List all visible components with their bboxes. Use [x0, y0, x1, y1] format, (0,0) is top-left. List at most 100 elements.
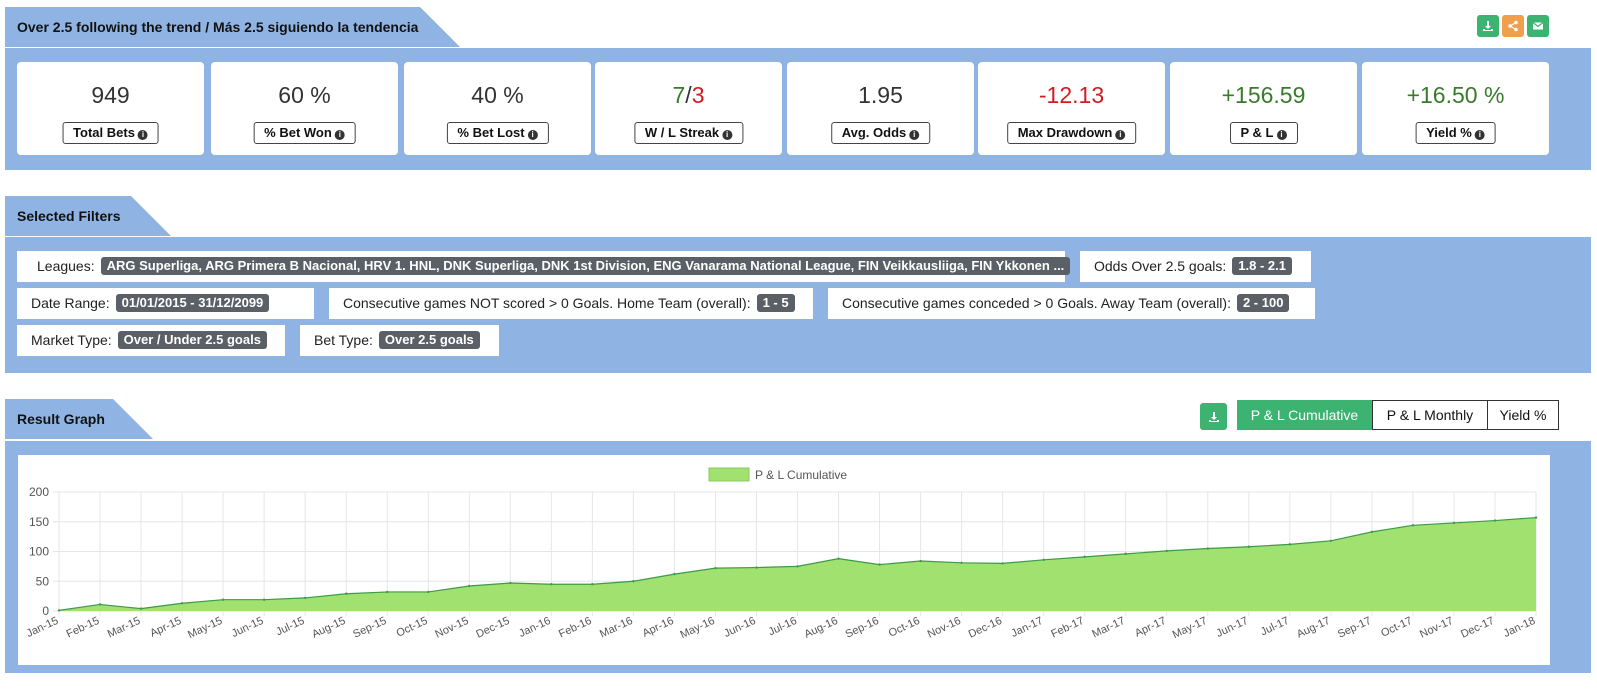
filter-label: Date Range: [31, 295, 110, 311]
download-icon [1483, 21, 1493, 31]
strategy-title: Over 2.5 following the trend / Más 2.5 s… [5, 7, 460, 47]
filter-label: Bet Type: [314, 332, 373, 348]
data-point [98, 603, 102, 606]
x-tick-label: Aug-17 [1295, 615, 1332, 641]
streak-loss: 3 [691, 82, 705, 108]
x-tick-label: Apr-15 [148, 615, 183, 640]
stat-label[interactable]: Total Bets i [62, 122, 159, 144]
data-point [139, 607, 143, 610]
stat-label[interactable]: Yield % i [1415, 122, 1496, 144]
stat-card-bet-won: 60 % % Bet Won i [211, 62, 398, 155]
x-tick-label: May-16 [678, 615, 716, 641]
x-tick-label: Jan-18 [1502, 615, 1538, 640]
info-icon: i [1276, 130, 1287, 140]
data-point [796, 565, 799, 568]
x-tick-label: Jul-15 [274, 615, 306, 639]
stat-card-streak: 7/3 W / L Streak i [595, 62, 782, 155]
legend-swatch [708, 467, 750, 482]
stat-value: 949 [91, 82, 130, 108]
tab-pl-monthly[interactable]: P & L Monthly [1372, 400, 1488, 430]
x-tick-label: Sep-17 [1336, 615, 1373, 641]
x-tick-label: Oct-17 [1379, 615, 1414, 640]
info-icon: i [1115, 130, 1126, 140]
data-point [468, 584, 471, 588]
data-point [878, 563, 881, 566]
filter-odds: Odds Over 2.5 goals: 1.8 - 2.1 [1080, 251, 1311, 282]
x-tick-label: Aug-16 [803, 615, 840, 641]
filter-value: 01/01/2015 - 31/12/2099 [115, 294, 270, 312]
data-point [1001, 562, 1004, 565]
x-tick-label: Mar-17 [1090, 615, 1127, 641]
x-tick-label: Mar-15 [106, 615, 143, 641]
filter-value: 1 - 5 [756, 294, 795, 312]
graph-title: Result Graph [5, 399, 153, 439]
stat-value: +16.50 % [1406, 82, 1505, 108]
stat-label[interactable]: % Bet Lost i [446, 122, 549, 144]
data-point [1534, 516, 1538, 519]
share-button[interactable] [1502, 15, 1524, 37]
y-tick-label: 50 [36, 574, 50, 588]
data-point [1288, 543, 1292, 546]
x-tick-label: Feb-15 [65, 615, 102, 641]
y-tick-label: 200 [29, 485, 49, 499]
chart-download-button[interactable] [1200, 403, 1227, 430]
data-point [632, 580, 635, 583]
data-point [1329, 539, 1333, 542]
x-tick-label: Sep-16 [844, 615, 881, 641]
stat-card-yield: +16.50 % Yield % i [1362, 62, 1549, 155]
data-point [1247, 545, 1251, 548]
x-tick-label: Jan-15 [25, 615, 61, 640]
y-tick-label: 100 [29, 545, 49, 559]
data-point [1206, 547, 1209, 550]
info-icon: i [137, 130, 148, 140]
stat-value: +156.59 [1221, 82, 1306, 108]
data-point [427, 590, 430, 594]
info-icon: i [527, 130, 538, 140]
data-point [919, 559, 922, 563]
download-icon [1208, 411, 1219, 422]
filter-value: 2 - 100 [1236, 294, 1290, 312]
email-button[interactable] [1527, 15, 1549, 37]
info-icon: i [909, 130, 920, 140]
x-tick-label: Oct-16 [887, 615, 922, 640]
data-point [262, 598, 266, 601]
data-point [837, 557, 840, 560]
filter-conceded: Consecutive games conceded > 0 Goals. Aw… [828, 288, 1315, 319]
x-tick-label: Feb-17 [1049, 615, 1086, 641]
data-point [550, 583, 553, 586]
data-point [1493, 519, 1497, 522]
stat-value: 60 % [278, 82, 331, 108]
stat-label[interactable]: W / L Streak i [633, 122, 744, 144]
x-tick-label: Jun-17 [1215, 615, 1251, 640]
x-tick-label: Aug-15 [310, 615, 347, 641]
x-tick-label: Oct-15 [395, 615, 430, 640]
data-point [344, 592, 348, 595]
x-tick-label: Nov-16 [926, 615, 963, 641]
data-point [1452, 521, 1456, 525]
stat-label[interactable]: Max Drawdown i [1006, 122, 1137, 144]
filter-date-range: Date Range: 01/01/2015 - 31/12/2099 [17, 288, 314, 319]
data-point [960, 561, 963, 565]
x-tick-label: Nov-17 [1418, 615, 1455, 641]
tab-pl-cumulative[interactable]: P & L Cumulative [1237, 400, 1372, 430]
stat-label[interactable]: Avg. Odds i [830, 122, 931, 144]
filter-value: ARG Superliga, ARG Primera B Nacional, H… [100, 257, 1071, 275]
y-tick-label: 0 [42, 604, 49, 618]
share-icon [1508, 20, 1518, 32]
tab-yield[interactable]: Yield % [1487, 400, 1559, 430]
filter-bet-type: Bet Type: Over 2.5 goals [300, 325, 499, 356]
download-button[interactable] [1477, 15, 1499, 37]
x-tick-label: Jan-16 [517, 615, 553, 640]
stats-panel: 949 Total Bets i 60 % % Bet Won i 40 % % B… [5, 48, 1591, 170]
y-tick-label: 150 [29, 515, 49, 529]
x-tick-label: Dec-17 [1459, 615, 1496, 641]
stat-label[interactable]: % Bet Won i [253, 122, 356, 144]
data-point [509, 581, 512, 585]
x-tick-label: Dec-15 [474, 615, 511, 641]
data-point [180, 602, 184, 605]
filter-market-type: Market Type: Over / Under 2.5 goals [17, 325, 285, 356]
streak-separator: / [685, 82, 692, 108]
filter-label: Consecutive games conceded > 0 Goals. Aw… [842, 295, 1231, 311]
